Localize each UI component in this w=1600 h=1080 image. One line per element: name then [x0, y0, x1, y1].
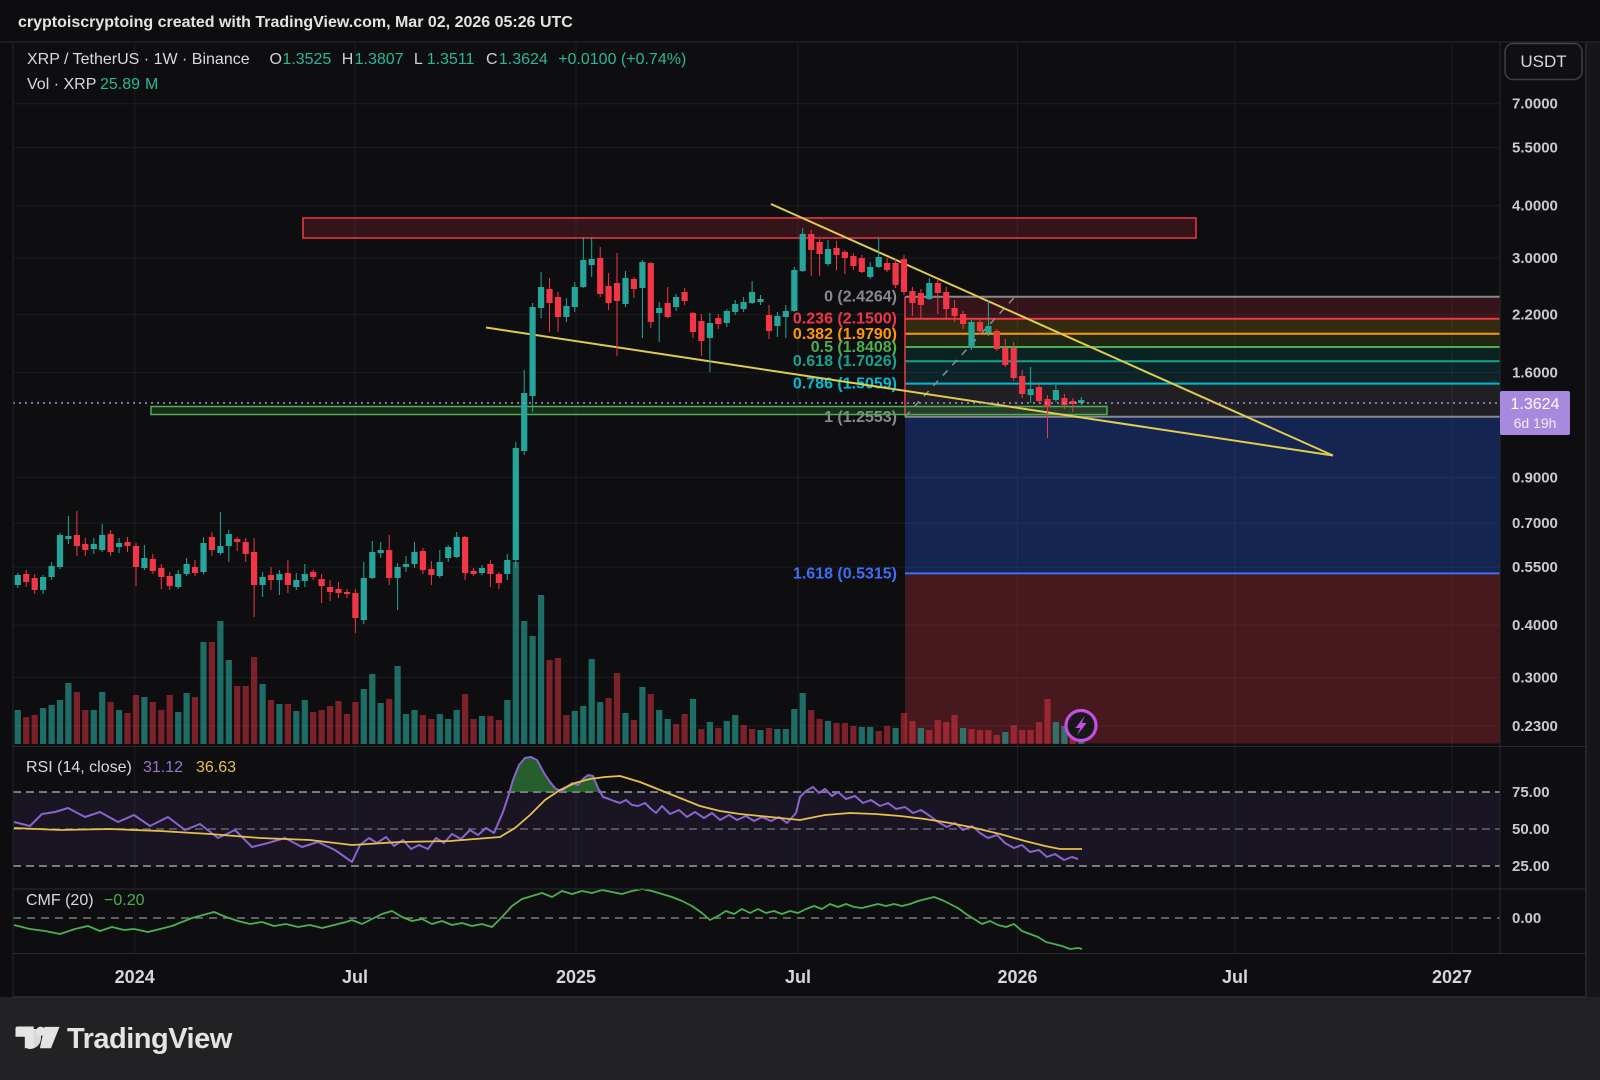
- svg-text:L: L: [414, 51, 423, 68]
- svg-text:USDT: USDT: [1520, 52, 1566, 71]
- svg-text:0.7000: 0.7000: [1512, 515, 1558, 532]
- svg-text:cryptoiscryptoing created with: cryptoiscryptoing created with TradingVi…: [18, 14, 573, 31]
- svg-text:0.382 (1.9790): 0.382 (1.9790): [793, 326, 897, 343]
- svg-text:6d 19h: 6d 19h: [1514, 415, 1557, 431]
- svg-text:1.3624: 1.3624: [499, 51, 548, 68]
- svg-text:0.5500: 0.5500: [1512, 559, 1558, 576]
- svg-text:0.786 (1.5059): 0.786 (1.5059): [793, 376, 897, 393]
- svg-text:2.2000: 2.2000: [1512, 307, 1558, 324]
- svg-text:4.0000: 4.0000: [1512, 198, 1558, 215]
- svg-text:CMF (20): CMF (20): [26, 892, 94, 909]
- svg-text:−0.20: −0.20: [104, 892, 145, 909]
- svg-text:7.0000: 7.0000: [1512, 96, 1558, 113]
- svg-text:1.3525: 1.3525: [282, 51, 331, 68]
- svg-text:3.0000: 3.0000: [1512, 250, 1558, 267]
- svg-text:2027: 2027: [1432, 967, 1472, 987]
- svg-text:0.00: 0.00: [1512, 910, 1541, 927]
- svg-text:25.89: 25.89: [100, 76, 140, 93]
- svg-text:0 (2.4264): 0 (2.4264): [824, 289, 897, 306]
- svg-text:2024: 2024: [115, 967, 155, 987]
- svg-text:0.9000: 0.9000: [1512, 469, 1558, 486]
- svg-text:25.00: 25.00: [1512, 858, 1550, 875]
- svg-text:0.236 (2.1500): 0.236 (2.1500): [793, 311, 897, 328]
- svg-text:M: M: [145, 76, 158, 93]
- svg-text:2026: 2026: [997, 967, 1037, 987]
- svg-text:1.3511: 1.3511: [427, 51, 475, 68]
- svg-text:+0.0100 (+0.74%): +0.0100 (+0.74%): [558, 51, 686, 68]
- svg-text:TradingView: TradingView: [67, 1023, 233, 1055]
- svg-text:Jul: Jul: [1222, 967, 1248, 987]
- svg-text:Jul: Jul: [785, 967, 811, 987]
- svg-text:50.00: 50.00: [1512, 821, 1550, 838]
- svg-text:0.5 (1.8408): 0.5 (1.8408): [811, 339, 897, 356]
- svg-text:0.2300: 0.2300: [1512, 718, 1558, 735]
- svg-text:1.3624: 1.3624: [1511, 396, 1560, 413]
- svg-text:31.12: 31.12: [143, 759, 183, 776]
- svg-text:0.618 (1.7026): 0.618 (1.7026): [793, 353, 897, 370]
- svg-text:C: C: [486, 51, 498, 68]
- svg-text:Vol · XRP: Vol · XRP: [27, 76, 96, 93]
- svg-text:75.00: 75.00: [1512, 784, 1550, 801]
- svg-text:0.4000: 0.4000: [1512, 617, 1558, 634]
- svg-text:2025: 2025: [556, 967, 596, 987]
- svg-text:Jul: Jul: [342, 967, 368, 987]
- svg-text:H: H: [342, 51, 354, 68]
- svg-text:1.3807: 1.3807: [355, 51, 404, 68]
- svg-text:O: O: [270, 51, 282, 68]
- svg-text:RSI (14, close): RSI (14, close): [26, 759, 132, 776]
- svg-text:XRP / TetherUS · 1W · Binance: XRP / TetherUS · 1W · Binance: [27, 51, 250, 68]
- svg-text:1.618 (0.5315): 1.618 (0.5315): [793, 565, 897, 582]
- svg-text:5.5000: 5.5000: [1512, 140, 1558, 157]
- svg-text:0.3000: 0.3000: [1512, 670, 1558, 687]
- svg-text:1.6000: 1.6000: [1512, 365, 1558, 382]
- svg-text:1 (1.2553): 1 (1.2553): [824, 409, 897, 426]
- svg-text:36.63: 36.63: [196, 759, 236, 776]
